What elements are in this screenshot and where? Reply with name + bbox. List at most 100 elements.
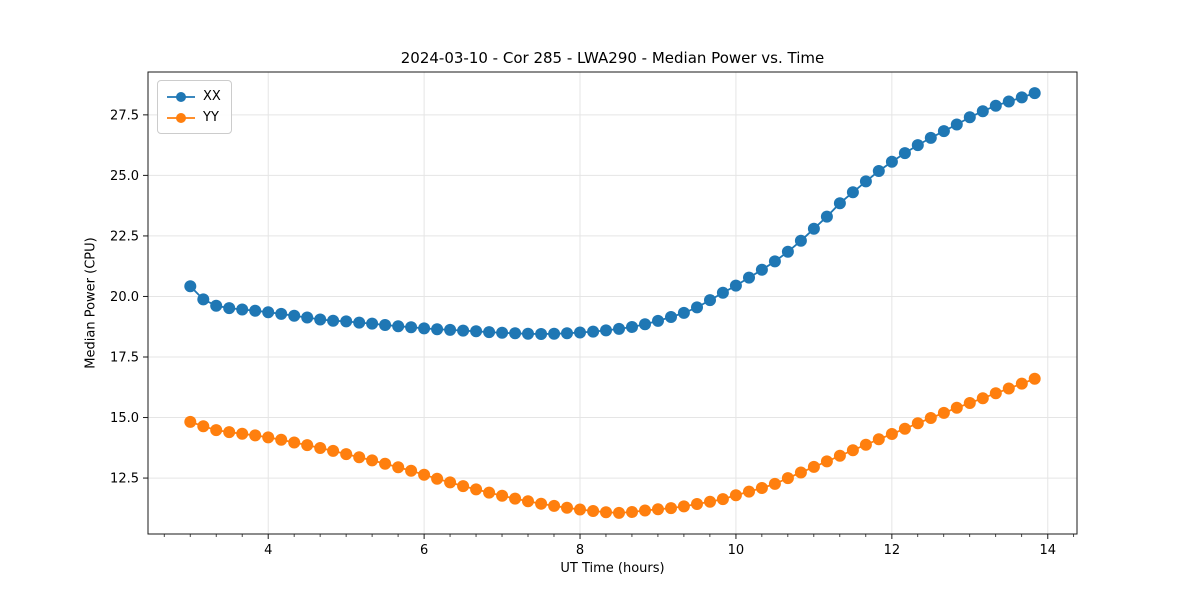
data-point-xx xyxy=(314,313,327,326)
data-point-yy xyxy=(301,439,314,452)
data-point-xx xyxy=(1002,95,1015,108)
x-tick-label: 8 xyxy=(576,543,584,558)
data-point-yy xyxy=(210,424,223,437)
data-point-yy xyxy=(716,493,729,506)
data-point-xx xyxy=(301,311,314,324)
chart-title: 2024-03-10 - Cor 285 - LWA290 - Median P… xyxy=(400,49,825,67)
data-point-yy xyxy=(405,464,418,477)
data-point-xx xyxy=(236,303,249,316)
y-tick-label: 15.0 xyxy=(110,411,139,426)
data-point-yy xyxy=(665,502,677,515)
data-point-yy xyxy=(197,420,210,433)
legend-item-yy: YY xyxy=(166,107,221,128)
data-point-xx xyxy=(989,99,1002,112)
data-point-yy xyxy=(522,495,534,508)
data-point-xx xyxy=(665,311,677,323)
data-point-yy xyxy=(535,497,548,510)
data-point-yy xyxy=(184,415,197,428)
data-point-yy xyxy=(496,489,509,502)
data-point-xx xyxy=(379,319,392,331)
data-point-yy xyxy=(872,433,885,446)
x-tick-label: 4 xyxy=(264,543,272,558)
data-point-yy xyxy=(677,500,690,513)
data-point-yy xyxy=(275,433,288,446)
data-point-xx xyxy=(963,111,976,124)
data-point-xx xyxy=(976,105,989,118)
data-point-xx xyxy=(950,118,963,131)
data-point-yy xyxy=(743,485,755,498)
data-point-yy xyxy=(911,417,924,430)
data-point-xx xyxy=(223,302,236,315)
data-point-xx xyxy=(275,307,288,320)
data-point-yy xyxy=(626,506,638,518)
y-tick-label: 27.5 xyxy=(110,108,139,123)
data-point-yy xyxy=(509,492,522,505)
data-point-xx xyxy=(197,293,210,306)
data-point-xx xyxy=(548,327,561,340)
data-point-xx xyxy=(353,316,366,329)
data-point-yy xyxy=(898,422,911,435)
data-point-yy xyxy=(574,503,586,516)
data-point-yy xyxy=(768,477,781,490)
data-point-xx xyxy=(535,328,548,340)
data-point-xx xyxy=(340,315,353,328)
data-point-xx xyxy=(457,324,470,337)
data-point-xx xyxy=(600,324,612,337)
data-point-xx xyxy=(366,317,379,330)
data-point-yy xyxy=(470,483,483,496)
data-point-yy xyxy=(561,501,573,514)
legend-swatch-yy-line-marker-icon xyxy=(167,112,195,123)
data-point-yy xyxy=(755,482,768,494)
legend-label-yy: YY xyxy=(203,110,219,125)
data-point-xx xyxy=(249,304,262,317)
data-point-yy xyxy=(457,480,470,493)
data-point-yy xyxy=(691,498,703,510)
x-axis-label: UT Time (hours) xyxy=(560,561,665,576)
legend-swatch-xx-line-marker-icon xyxy=(167,91,195,102)
y-tick-label: 25.0 xyxy=(110,169,139,184)
y-tick-label: 20.0 xyxy=(110,290,139,305)
data-point-yy xyxy=(781,472,794,485)
y-tick-label: 12.5 xyxy=(110,472,139,487)
data-point-xx xyxy=(613,322,625,335)
data-point-yy xyxy=(924,412,937,424)
data-point-yy xyxy=(223,426,236,439)
data-point-yy xyxy=(950,401,963,414)
data-point-yy xyxy=(976,392,989,405)
data-point-xx xyxy=(262,306,275,319)
data-point-xx xyxy=(937,125,950,138)
data-point-yy xyxy=(937,406,950,419)
data-point-yy xyxy=(833,449,846,462)
data-point-yy xyxy=(340,448,353,461)
data-point-yy xyxy=(885,428,898,440)
data-point-yy xyxy=(249,429,262,442)
data-point-yy xyxy=(587,505,600,517)
data-point-xx xyxy=(574,326,586,339)
data-point-xx xyxy=(794,234,807,247)
data-point-yy xyxy=(859,438,872,451)
data-point-xx xyxy=(1015,91,1028,104)
data-point-xx xyxy=(418,322,431,335)
data-point-yy xyxy=(807,460,820,473)
x-tick-label: 12 xyxy=(884,543,901,558)
data-point-yy xyxy=(639,504,651,517)
data-point-xx xyxy=(470,325,483,338)
data-point-yy xyxy=(314,442,327,454)
data-point-yy xyxy=(262,431,275,444)
data-point-xx xyxy=(846,186,859,199)
data-point-yy xyxy=(794,466,807,479)
data-point-xx xyxy=(184,280,197,293)
data-point-yy xyxy=(652,503,664,516)
data-point-xx xyxy=(807,222,820,235)
legend-item-xx: XX xyxy=(166,86,221,107)
axes-spines xyxy=(147,71,1078,535)
data-point-xx xyxy=(716,286,729,299)
data-point-xx xyxy=(327,314,340,327)
data-point-yy xyxy=(418,468,431,481)
data-point-yy xyxy=(820,455,833,468)
data-point-yy xyxy=(1002,382,1015,395)
data-point-yy xyxy=(353,451,366,464)
data-point-yy xyxy=(483,486,496,499)
